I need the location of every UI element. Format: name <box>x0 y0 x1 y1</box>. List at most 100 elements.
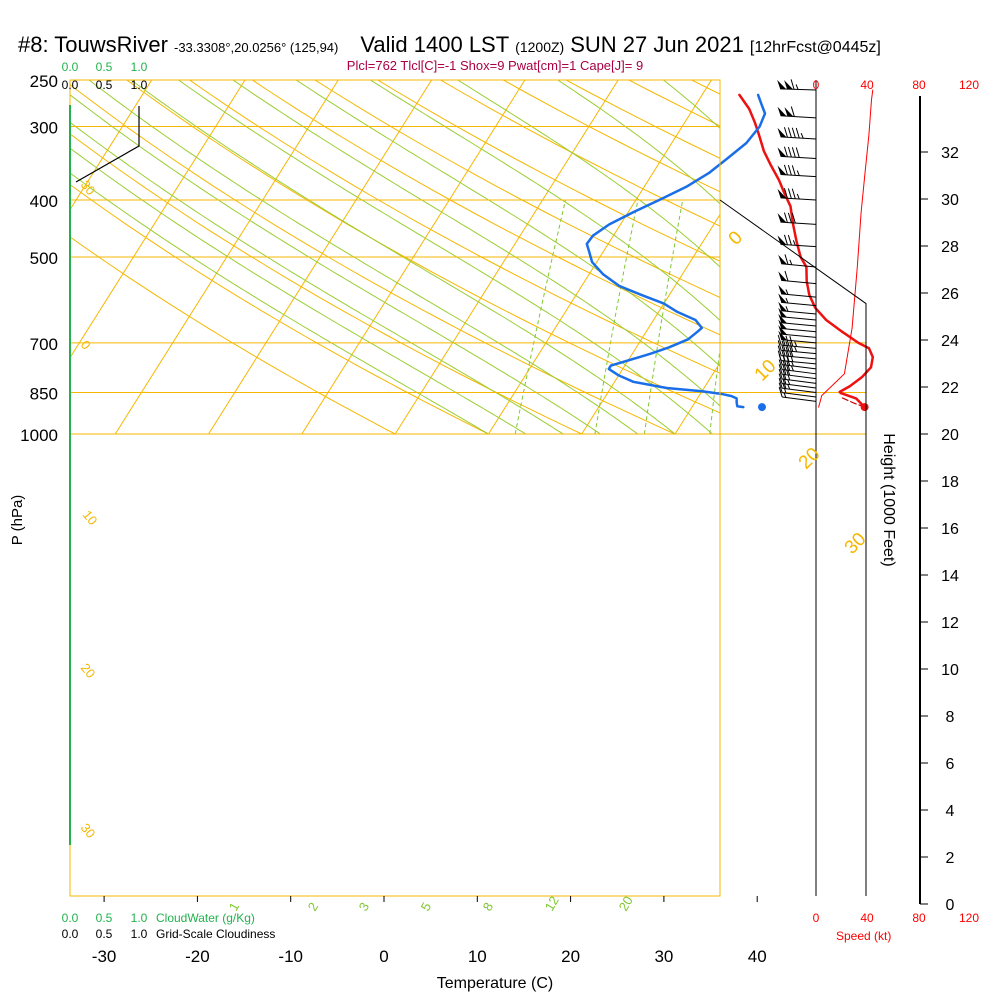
moist-adiabat <box>177 80 713 435</box>
wind-barb-flag <box>778 301 788 312</box>
cloudwater-label: CloudWater (g/Kg) <box>156 911 255 925</box>
wind-barb-flag <box>778 325 788 335</box>
wind-barb-half <box>794 346 798 353</box>
wind-barb-flag <box>778 293 788 303</box>
speed-tick-top: 80 <box>912 78 926 92</box>
wind-barb-full <box>789 341 794 352</box>
cloudiness-scale-bottom: 1.0 <box>131 927 148 941</box>
height-tick-label: 32 <box>941 145 959 162</box>
wind-barb <box>777 127 817 140</box>
wind-barb-flag <box>778 330 788 341</box>
wind-barb-staff <box>782 383 817 389</box>
dry-adiabat <box>70 183 489 435</box>
wind-barb-full <box>786 369 791 381</box>
wind-barb-full <box>795 147 800 158</box>
title-forecast: [12hrFcst@0445z] <box>750 39 881 56</box>
isotherm-line <box>70 80 153 211</box>
wind-barb <box>778 386 817 402</box>
height-tick-label: 24 <box>941 333 959 350</box>
pressure-tick-label: 250 <box>30 72 58 91</box>
wind-barb-full <box>783 127 788 138</box>
moist-adiabat <box>70 172 489 435</box>
wind-barb-full <box>787 234 792 246</box>
wind-barb-full <box>778 386 783 398</box>
wind-barb-full <box>791 127 796 138</box>
mixing-ratio-line <box>830 200 850 434</box>
wind-barb <box>778 293 817 307</box>
temp-tick-label: 0 <box>379 947 388 966</box>
moist-adiabat <box>70 121 564 435</box>
isotherm-line <box>862 80 1000 434</box>
mixing-ratio-label: 12 <box>542 893 562 913</box>
wind-barb-full <box>787 188 792 199</box>
wind-barb-full <box>782 383 787 394</box>
height-tick-label: 4 <box>946 803 955 820</box>
wind-barb-half <box>796 170 800 176</box>
cloudiness-scale-top: 1.0 <box>131 78 148 92</box>
wind-barb-full <box>783 212 788 223</box>
wind-barb-staff <box>780 243 817 248</box>
title-station: #8: TouwsRiver <box>18 32 168 57</box>
height-tick-label: 26 <box>941 286 959 303</box>
dry-adiabat <box>502 80 720 193</box>
height-tick-label: 8 <box>946 709 955 726</box>
wind-barb-flag <box>777 213 787 223</box>
wind-barb-half <box>785 289 789 295</box>
wind-barb <box>778 254 817 268</box>
mixing-ratio-label: 2 <box>305 900 322 914</box>
moist-adiabat <box>295 80 720 367</box>
moist-adiabat <box>456 80 720 268</box>
wind-barb-full <box>782 359 787 371</box>
wind-barb-full <box>781 340 786 351</box>
wind-barb-half <box>792 240 796 246</box>
wind-barb-full <box>778 354 783 365</box>
wind-barb-full <box>795 127 800 139</box>
cloudwater-scale-bottom: 0.0 <box>62 911 79 925</box>
speed-tick-top: 120 <box>959 78 979 92</box>
height-axis-label: Height (1000 Feet) <box>880 433 897 566</box>
wind-barb-half <box>785 297 789 304</box>
wind-barb-flag <box>777 188 787 199</box>
cloudwater-scale-top: 0.5 <box>96 60 113 74</box>
wind-barb-staff <box>780 197 817 201</box>
title-utc: (1200Z) <box>515 39 564 55</box>
wind-barb-full <box>782 378 787 389</box>
cloudiness-scale-top: 0.0 <box>62 78 79 92</box>
cloudiness-scale-bottom: 0.5 <box>96 927 113 941</box>
pressure-tick-label: 300 <box>30 119 58 138</box>
speed-axis-label: Speed (kt) <box>836 929 891 943</box>
wind-barb <box>778 307 817 321</box>
title-date: SUN 27 Jun 2021 <box>570 32 744 57</box>
mixing-ratio-line <box>643 199 684 435</box>
wind-barb-half <box>794 341 798 347</box>
wind-barb-flag <box>777 106 787 117</box>
cloudwater-scale-top: 1.0 <box>131 60 148 74</box>
series-parcel <box>839 396 866 408</box>
temp-tick-label: 20 <box>561 947 580 966</box>
cloudwater-scale-bottom: 1.0 <box>131 911 148 925</box>
wind-barb-full <box>786 355 791 366</box>
background-lines <box>70 70 1000 435</box>
height-tick-label: 20 <box>941 427 959 444</box>
dry-adiabat <box>125 80 720 414</box>
mixing-ratio-label: 3 <box>356 900 373 914</box>
series-wind-speed <box>818 89 874 408</box>
series-temperature <box>738 93 875 409</box>
dry-adiabat <box>565 80 720 159</box>
wind-barb <box>777 79 817 91</box>
wind-barb-full <box>778 373 783 384</box>
wind-barb-half <box>790 365 794 372</box>
wind-barb-full <box>784 254 789 265</box>
wind-barb-staff <box>782 373 817 380</box>
wind-barb-full <box>791 165 796 176</box>
wind-barb-flag <box>777 127 787 138</box>
wind-barb-flag <box>778 271 788 281</box>
wind-barb-full <box>778 378 783 389</box>
wind-barb <box>778 270 817 285</box>
wind-barb <box>778 284 817 298</box>
speed-tick-bottom: 0 <box>813 911 820 925</box>
wind-barb-half <box>800 133 804 139</box>
series-dewpoint <box>585 93 767 409</box>
dry-adiabat <box>857 70 1000 434</box>
